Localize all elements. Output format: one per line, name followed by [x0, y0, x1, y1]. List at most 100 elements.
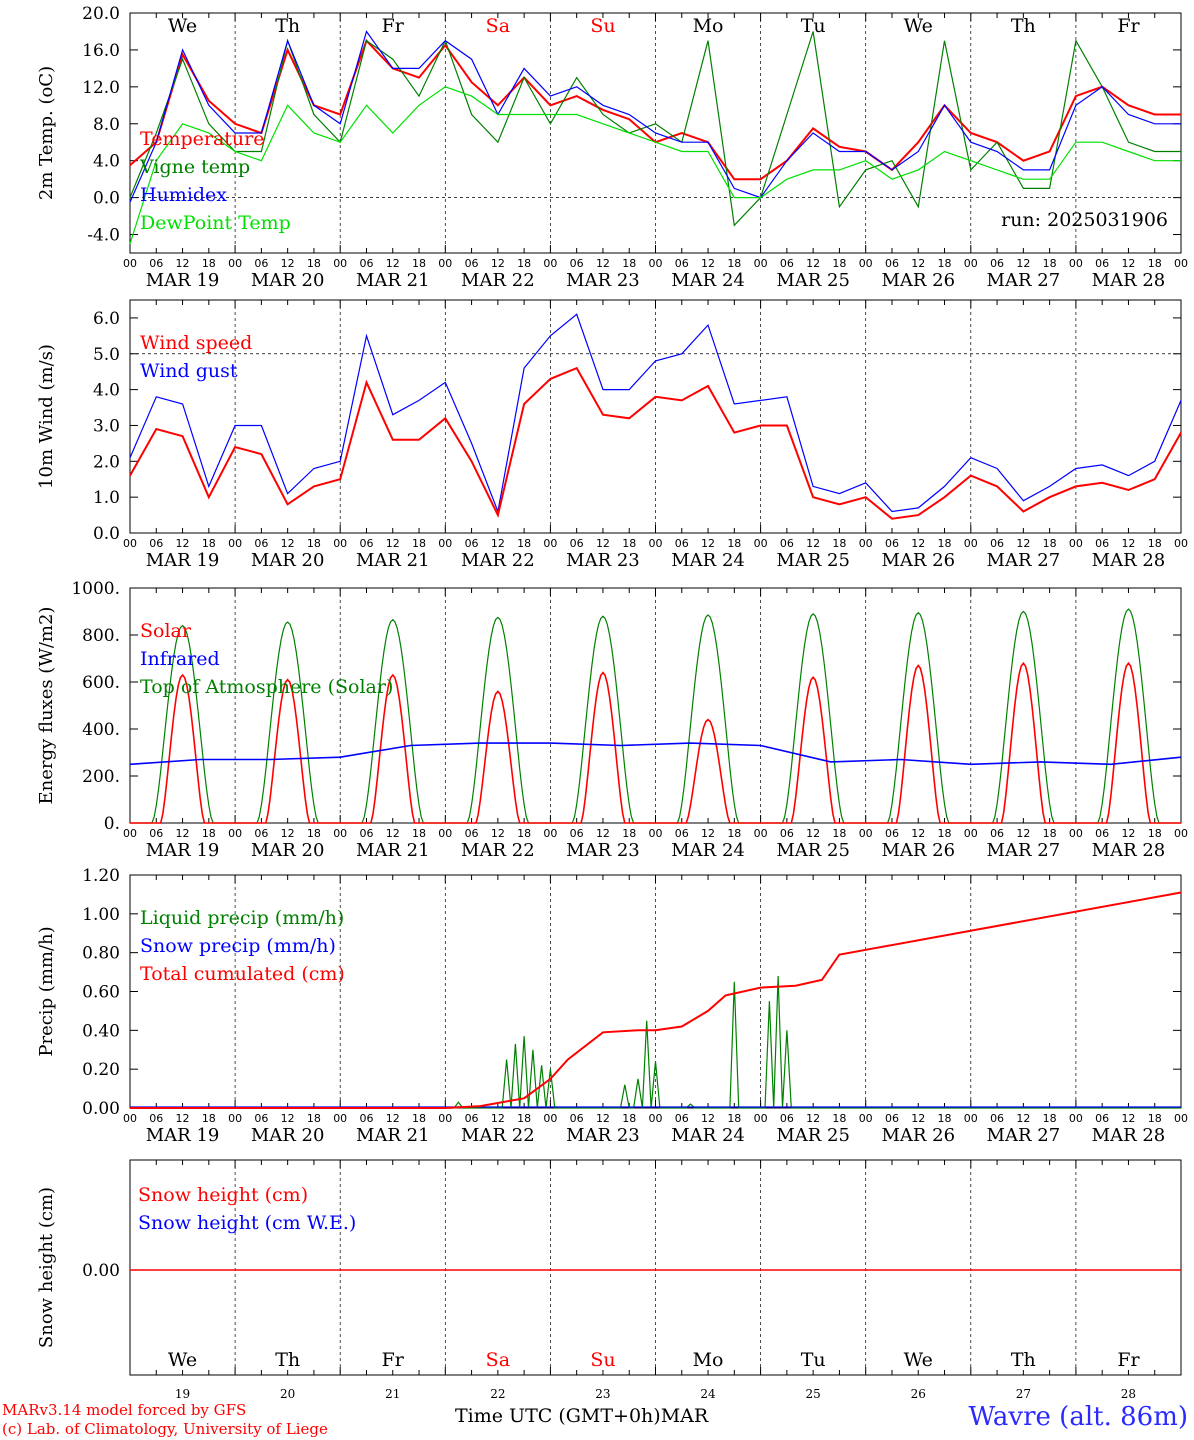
hour-tick-label: 00 [543, 827, 557, 840]
hour-tick-label: 12 [596, 827, 610, 840]
date-label: MAR 19 [146, 1125, 220, 1146]
hour-tick-label: 00 [649, 537, 663, 550]
hour-tick-label: 12 [911, 1112, 925, 1125]
hour-tick-label: 06 [675, 257, 689, 270]
date-label: MAR 25 [776, 1125, 850, 1146]
date-label: MAR 20 [251, 1125, 325, 1146]
hour-tick-label: 12 [386, 827, 400, 840]
y-axis-title: Energy fluxes (W/m2) [36, 607, 57, 805]
hour-tick-label: 06 [254, 537, 268, 550]
hour-tick-label: 18 [517, 537, 531, 550]
y-tick-label: 0. [104, 814, 120, 834]
lab-credit: (c) Lab. of Climatology, University of L… [2, 1420, 328, 1438]
legend-entry: Snow height (cm) [138, 1184, 308, 1206]
hour-tick-label: 18 [622, 257, 636, 270]
hour-tick-label: 06 [149, 257, 163, 270]
y-axis-title: Snow height (cm) [36, 1187, 57, 1348]
weekday-label: We [904, 15, 933, 37]
hour-tick-label: 12 [911, 257, 925, 270]
hour-tick-label: 12 [911, 827, 925, 840]
weekday-label: Su [590, 15, 615, 37]
weekday-label: Mo [693, 1349, 724, 1371]
hour-tick-label: 18 [1148, 257, 1162, 270]
hour-tick-label: 18 [202, 537, 216, 550]
hour-tick-label: 00 [1069, 1112, 1083, 1125]
y-tick-label: 1.0 [93, 488, 120, 508]
y-tick-label: 4.0 [93, 381, 120, 401]
hour-tick-label: 00 [649, 827, 663, 840]
hour-tick-label: 06 [254, 827, 268, 840]
y-tick-label: -4.0 [87, 226, 120, 246]
hour-tick-label: 18 [412, 827, 426, 840]
date-label: MAR 24 [671, 550, 745, 571]
hour-tick-label: 12 [491, 827, 505, 840]
hour-tick-label: 18 [202, 827, 216, 840]
hour-tick-label: 00 [754, 257, 768, 270]
hour-tick-label: 18 [1043, 537, 1057, 550]
hour-tick-label: 06 [465, 1112, 479, 1125]
hour-tick-label: 18 [832, 537, 846, 550]
legend-entry: Solar [140, 620, 192, 642]
hour-tick-label: 06 [780, 537, 794, 550]
hour-tick-label: 00 [859, 827, 873, 840]
hour-tick-label: 12 [806, 257, 820, 270]
day-number-label: 26 [911, 1387, 926, 1401]
hour-tick-label: 18 [938, 827, 952, 840]
hour-tick-label: 18 [1148, 1112, 1162, 1125]
hour-tick-label: 18 [307, 537, 321, 550]
y-tick-label: 0.80 [82, 944, 120, 964]
hour-tick-label: 12 [806, 827, 820, 840]
hour-tick-label: 18 [412, 537, 426, 550]
y-tick-label: 2.0 [93, 452, 120, 472]
hour-tick-label: 12 [386, 257, 400, 270]
hour-tick-label: 12 [491, 257, 505, 270]
hour-tick-label: 18 [1148, 827, 1162, 840]
station-name: Wavre (alt. 86m) [968, 1402, 1188, 1432]
date-label: MAR 28 [1092, 840, 1166, 861]
hour-tick-label: 12 [701, 827, 715, 840]
day-number-label: 22 [490, 1387, 505, 1401]
hour-tick-label: 00 [754, 827, 768, 840]
hour-tick-label: 00 [649, 1112, 663, 1125]
hour-tick-label: 06 [149, 827, 163, 840]
hour-tick-label: 06 [990, 1112, 1004, 1125]
hour-tick-label: 06 [465, 827, 479, 840]
hour-tick-label: 00 [333, 537, 347, 550]
date-label: MAR 25 [776, 270, 850, 291]
day-number-label: 27 [1016, 1387, 1031, 1401]
hour-tick-label: 00 [543, 257, 557, 270]
hour-tick-label: 12 [1121, 1112, 1135, 1125]
hour-tick-label: 06 [990, 827, 1004, 840]
y-tick-label: 3.0 [93, 416, 120, 436]
weekday-label: Tu [801, 15, 826, 37]
y-tick-label: 1.00 [82, 905, 120, 925]
series-line-dewpoint-temp [129, 86, 1181, 244]
hour-tick-label: 06 [885, 1112, 899, 1125]
hour-tick-label: 00 [543, 1112, 557, 1125]
date-label: MAR 19 [146, 840, 220, 861]
weekday-label: Fr [1117, 1349, 1140, 1371]
hour-tick-label: 06 [885, 827, 899, 840]
date-label: MAR 22 [461, 840, 535, 861]
hour-tick-label: 06 [254, 257, 268, 270]
hour-tick-label: 00 [1069, 257, 1083, 270]
legend-entry: Top of Atmosphere (Solar) [140, 676, 393, 698]
hour-tick-label: 18 [832, 827, 846, 840]
date-label: MAR 27 [987, 840, 1061, 861]
day-number-label: 20 [280, 1387, 295, 1401]
y-tick-label: 0.0 [93, 189, 120, 209]
y-tick-label: 6.0 [93, 309, 120, 329]
y-axis-title: Precip (mm/h) [36, 926, 57, 1056]
y-tick-label: 20.0 [82, 4, 120, 24]
hour-tick-label: 06 [1095, 257, 1109, 270]
hour-tick-label: 00 [964, 537, 978, 550]
hour-tick-label: 18 [412, 1112, 426, 1125]
date-label: MAR 21 [356, 550, 430, 571]
hour-tick-label: 12 [491, 537, 505, 550]
hour-tick-label: 12 [281, 257, 295, 270]
y-tick-label: 1000. [71, 579, 120, 599]
hour-tick-label: 06 [780, 257, 794, 270]
legend-entry: Wind speed [140, 332, 252, 354]
hour-tick-label: 00 [964, 1112, 978, 1125]
